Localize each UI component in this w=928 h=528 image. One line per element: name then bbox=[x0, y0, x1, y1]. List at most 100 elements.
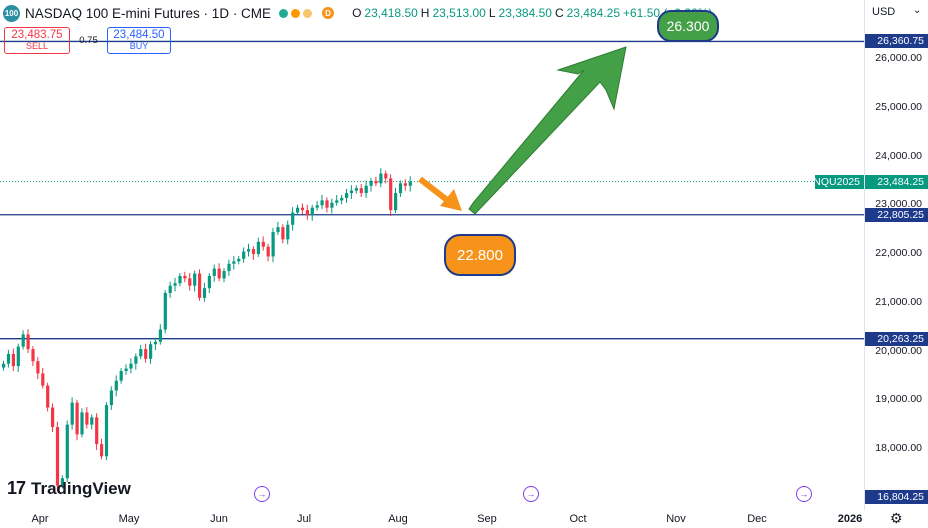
candle-body[interactable] bbox=[85, 412, 89, 425]
candle-body[interactable] bbox=[60, 478, 64, 486]
candle-body[interactable] bbox=[163, 293, 167, 330]
event-icon-1[interactable]: → bbox=[254, 486, 270, 502]
candle-body[interactable] bbox=[168, 285, 172, 293]
candle-body[interactable] bbox=[36, 361, 40, 374]
candle-body[interactable] bbox=[345, 193, 349, 198]
candle-body[interactable] bbox=[408, 181, 412, 186]
candle-body[interactable] bbox=[178, 275, 182, 284]
price-axis[interactable] bbox=[864, 0, 928, 510]
candle-body[interactable] bbox=[330, 202, 334, 208]
candle-body[interactable] bbox=[237, 258, 241, 262]
candle-body[interactable] bbox=[80, 412, 84, 435]
candle-body[interactable] bbox=[55, 427, 60, 486]
target-high-label[interactable]: 26.300 bbox=[657, 10, 719, 42]
gear-icon[interactable]: ⚙ bbox=[890, 510, 903, 526]
candle-body[interactable] bbox=[144, 349, 148, 359]
candle-body[interactable] bbox=[364, 185, 368, 194]
candle-body[interactable] bbox=[11, 353, 15, 367]
candle-body[interactable] bbox=[75, 402, 79, 435]
currency-selector[interactable]: USD bbox=[872, 6, 896, 18]
candle-body[interactable] bbox=[320, 200, 324, 206]
candle-body[interactable] bbox=[212, 268, 216, 276]
candle-body[interactable] bbox=[173, 283, 177, 286]
candle-body[interactable] bbox=[149, 344, 153, 359]
sell-button[interactable]: 23,483.75 SELL bbox=[4, 27, 70, 54]
candle-body[interactable] bbox=[193, 273, 197, 286]
candle-body[interactable] bbox=[403, 183, 407, 186]
candle-body[interactable] bbox=[379, 173, 383, 184]
candle-body[interactable] bbox=[291, 212, 295, 225]
candle-body[interactable] bbox=[46, 385, 50, 408]
candle-body[interactable] bbox=[394, 193, 398, 211]
candle-body[interactable] bbox=[139, 349, 143, 357]
candle-body[interactable] bbox=[325, 200, 329, 208]
candle-body[interactable] bbox=[300, 207, 305, 211]
candle-body[interactable] bbox=[114, 380, 118, 391]
candle-body[interactable] bbox=[384, 173, 388, 179]
candle-body[interactable] bbox=[305, 210, 309, 215]
candle-body[interactable] bbox=[227, 263, 231, 272]
candle-body[interactable] bbox=[266, 246, 270, 257]
candle-body[interactable] bbox=[276, 227, 280, 233]
candle-body[interactable] bbox=[129, 363, 133, 369]
candle-body[interactable] bbox=[217, 268, 221, 279]
candle-body[interactable] bbox=[374, 180, 378, 184]
candle-body[interactable] bbox=[202, 288, 207, 298]
event-icon-2[interactable]: → bbox=[523, 486, 539, 502]
candle-body[interactable] bbox=[183, 275, 187, 279]
candle-body[interactable] bbox=[389, 178, 393, 211]
candle-body[interactable] bbox=[286, 224, 290, 240]
target-low-label[interactable]: 22.800 bbox=[444, 234, 516, 276]
candle-body[interactable] bbox=[222, 271, 226, 279]
candle-body[interactable] bbox=[256, 241, 260, 254]
candle-body[interactable] bbox=[198, 273, 202, 298]
candle-body[interactable] bbox=[310, 207, 314, 215]
candle-body[interactable] bbox=[271, 232, 275, 257]
candle-body[interactable] bbox=[158, 329, 162, 342]
candle-body[interactable] bbox=[354, 188, 358, 191]
candle-body[interactable] bbox=[261, 241, 265, 247]
candle-body[interactable] bbox=[349, 190, 354, 194]
candle-body[interactable] bbox=[398, 183, 403, 194]
candle-body[interactable] bbox=[251, 249, 256, 254]
candle-body[interactable] bbox=[296, 207, 300, 213]
candle-body[interactable] bbox=[51, 407, 55, 428]
candle-body[interactable] bbox=[207, 275, 211, 289]
candle-body[interactable] bbox=[134, 356, 138, 364]
candle-body[interactable] bbox=[109, 390, 113, 406]
candle-body[interactable] bbox=[6, 353, 11, 364]
candle-body[interactable] bbox=[369, 180, 373, 186]
candle-body[interactable] bbox=[21, 334, 25, 347]
symbol-title[interactable]: NASDAQ 100 E-mini Futures · 1D · CME bbox=[25, 5, 272, 21]
candle-body[interactable] bbox=[281, 227, 285, 240]
candle-body[interactable] bbox=[90, 417, 94, 425]
candle-body[interactable] bbox=[188, 278, 192, 286]
candle-body[interactable] bbox=[100, 444, 104, 457]
candle-body[interactable] bbox=[16, 346, 20, 367]
candle-body[interactable] bbox=[41, 373, 45, 386]
candle-body[interactable] bbox=[359, 188, 363, 194]
candle-body[interactable] bbox=[31, 349, 35, 362]
candle-body[interactable] bbox=[232, 261, 236, 264]
candle-body[interactable] bbox=[153, 341, 158, 345]
candle-body[interactable] bbox=[247, 249, 251, 252]
candle-body[interactable] bbox=[315, 205, 319, 208]
candle-body[interactable] bbox=[95, 417, 99, 445]
candle-body[interactable] bbox=[26, 334, 30, 350]
candle-body[interactable] bbox=[70, 402, 74, 425]
candle-body[interactable] bbox=[119, 371, 123, 381]
symbol-badge[interactable]: 100 bbox=[3, 4, 20, 22]
candle-body[interactable] bbox=[340, 197, 344, 201]
candle-body[interactable] bbox=[335, 200, 339, 203]
candle-body[interactable] bbox=[65, 424, 69, 479]
open-label: O bbox=[352, 6, 362, 20]
candle-body[interactable] bbox=[2, 363, 6, 368]
candle-body[interactable] bbox=[124, 368, 128, 371]
event-icon-3[interactable]: → bbox=[796, 486, 812, 502]
candle-body[interactable] bbox=[242, 251, 246, 259]
buy-button[interactable]: 23,484.50 BUY bbox=[107, 27, 171, 54]
chevron-down-icon[interactable]: ⌄ bbox=[913, 5, 922, 16]
candle-body[interactable] bbox=[104, 405, 109, 457]
delayed-badge[interactable]: D bbox=[322, 7, 335, 19]
